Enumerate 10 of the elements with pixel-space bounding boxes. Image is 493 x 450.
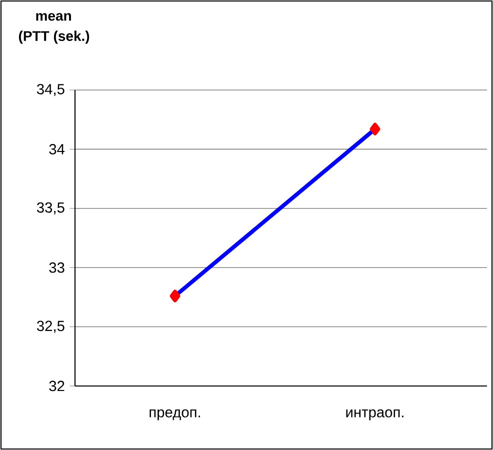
x-tick-label: предоп. xyxy=(150,409,200,420)
x-tick-label: интраоп. xyxy=(346,409,404,420)
y-tick-label: 32 xyxy=(49,380,64,392)
y-tick-label: 32,5 xyxy=(36,320,64,333)
y-tick-label: 34,5 xyxy=(36,84,64,96)
y-tick-label: 33,5 xyxy=(36,202,64,214)
chart-title: mean xyxy=(36,13,71,21)
y-tick-label: 34 xyxy=(49,144,65,154)
y-axis-title: (PTT (sek.) xyxy=(18,30,90,44)
y-tick-label: 33 xyxy=(49,262,64,273)
